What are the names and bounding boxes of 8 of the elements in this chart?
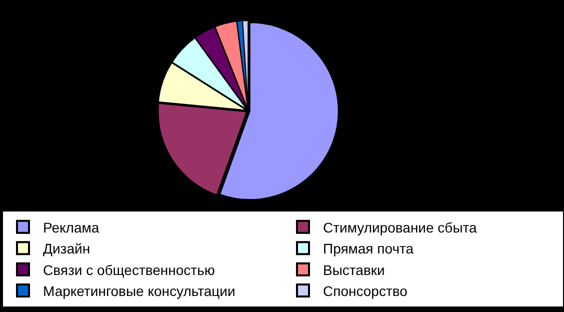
- legend-label: Спонсорство: [323, 282, 408, 299]
- legend-label: Реклама: [43, 219, 100, 236]
- legend-label: Выставки: [323, 262, 385, 278]
- legend-label: Связи с общественностью: [43, 262, 215, 278]
- legend-label: Прямая почта: [323, 240, 414, 257]
- legend-label: Маркетинговые консультации: [43, 282, 236, 299]
- legend-label: Стимулирование сбыта: [323, 219, 478, 236]
- legend-label: Дизайн: [43, 240, 90, 257]
